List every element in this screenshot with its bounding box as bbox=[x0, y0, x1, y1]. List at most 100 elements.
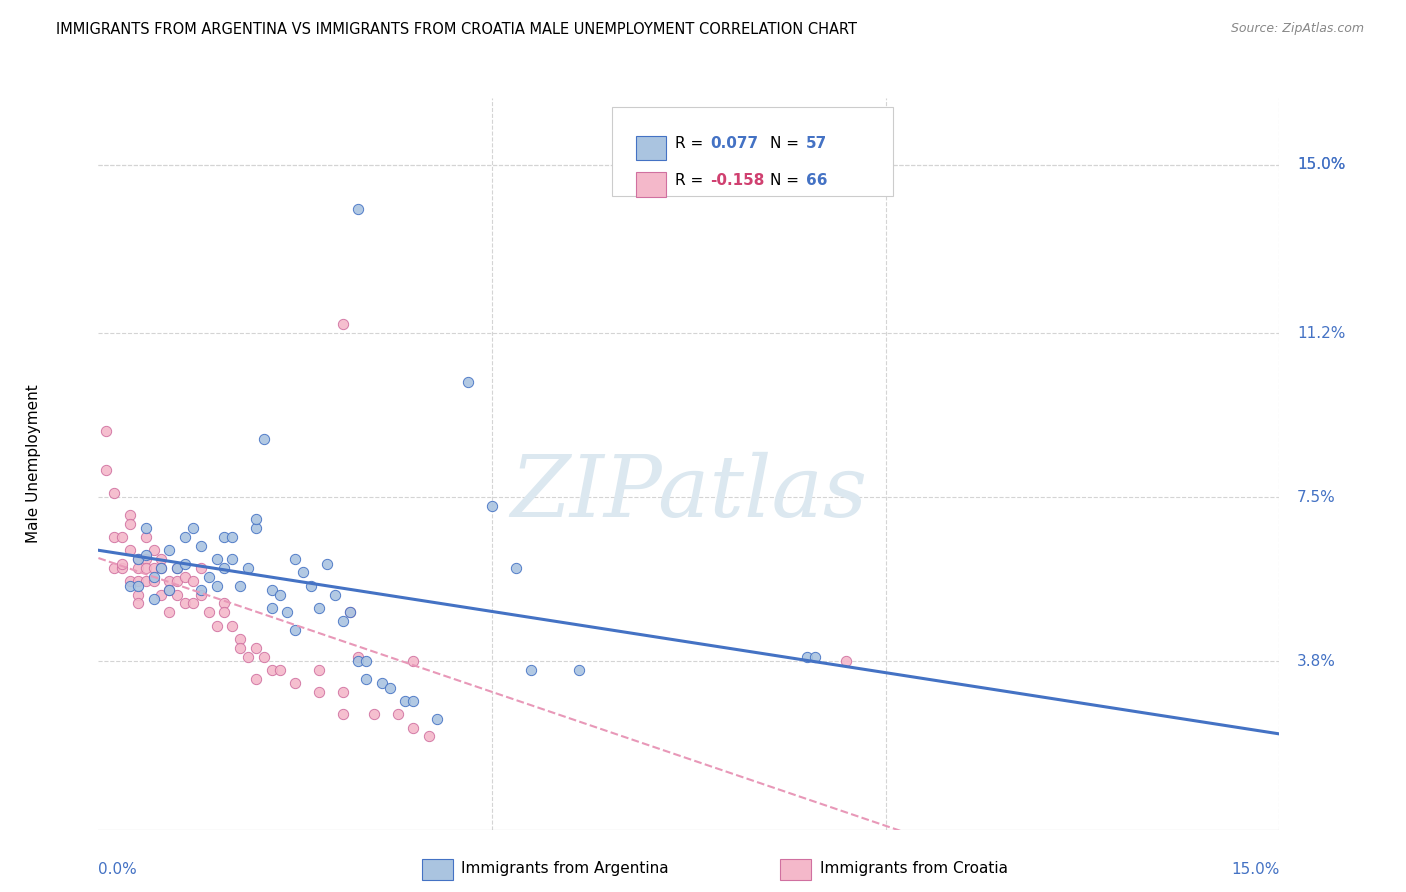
Text: Immigrants from Argentina: Immigrants from Argentina bbox=[461, 862, 669, 876]
Text: 66: 66 bbox=[806, 172, 827, 187]
Point bbox=[354, 654, 377, 668]
Point bbox=[197, 605, 219, 619]
Point bbox=[96, 463, 118, 477]
Text: R =: R = bbox=[675, 136, 709, 151]
Point bbox=[157, 605, 180, 619]
Text: Immigrants from Croatia: Immigrants from Croatia bbox=[820, 862, 1008, 876]
Point bbox=[127, 588, 149, 602]
Point bbox=[142, 570, 165, 584]
Point bbox=[205, 618, 228, 632]
Point bbox=[214, 597, 236, 611]
Point bbox=[190, 583, 212, 598]
Point bbox=[197, 570, 219, 584]
Point bbox=[150, 561, 173, 575]
Point bbox=[229, 579, 252, 593]
Point bbox=[308, 685, 330, 699]
Point bbox=[260, 583, 283, 598]
Point bbox=[402, 721, 425, 735]
Point bbox=[150, 561, 173, 575]
Point bbox=[269, 663, 291, 677]
Point bbox=[332, 614, 354, 628]
Text: ZIPatlas: ZIPatlas bbox=[510, 451, 868, 534]
Point bbox=[205, 579, 228, 593]
Point bbox=[221, 618, 243, 632]
Point bbox=[796, 649, 818, 664]
Point bbox=[118, 543, 141, 558]
Point bbox=[166, 588, 188, 602]
Point bbox=[363, 707, 385, 722]
Point bbox=[135, 521, 157, 535]
Point bbox=[276, 605, 298, 619]
Text: 57: 57 bbox=[806, 136, 827, 151]
Point bbox=[127, 579, 149, 593]
Text: 15.0%: 15.0% bbox=[1298, 157, 1346, 172]
Point bbox=[308, 663, 330, 677]
Point bbox=[190, 561, 212, 575]
Point bbox=[135, 552, 157, 566]
Point bbox=[127, 552, 149, 566]
Point bbox=[157, 543, 180, 558]
Text: 15.0%: 15.0% bbox=[1232, 863, 1279, 878]
Point bbox=[236, 649, 259, 664]
Text: R =: R = bbox=[675, 172, 709, 187]
Point bbox=[214, 605, 236, 619]
Text: IMMIGRANTS FROM ARGENTINA VS IMMIGRANTS FROM CROATIA MALE UNEMPLOYMENT CORRELATI: IMMIGRANTS FROM ARGENTINA VS IMMIGRANTS … bbox=[56, 22, 858, 37]
Point bbox=[221, 530, 243, 544]
Point bbox=[402, 654, 425, 668]
Point bbox=[142, 574, 165, 589]
Point bbox=[299, 579, 322, 593]
Point bbox=[371, 676, 394, 690]
Point bbox=[181, 597, 204, 611]
Point bbox=[387, 707, 409, 722]
Point bbox=[284, 552, 307, 566]
Point bbox=[181, 521, 204, 535]
Point bbox=[245, 672, 267, 686]
Point bbox=[118, 574, 141, 589]
Point bbox=[157, 583, 180, 598]
Point bbox=[347, 654, 370, 668]
Point bbox=[354, 672, 377, 686]
Text: Source: ZipAtlas.com: Source: ZipAtlas.com bbox=[1230, 22, 1364, 36]
Point bbox=[127, 561, 149, 575]
Point bbox=[520, 663, 543, 677]
Point bbox=[190, 539, 212, 553]
Point bbox=[96, 424, 118, 438]
Text: 0.077: 0.077 bbox=[710, 136, 758, 151]
Point bbox=[426, 712, 449, 726]
Point bbox=[284, 676, 307, 690]
Point bbox=[166, 561, 188, 575]
Point bbox=[245, 521, 267, 535]
Point bbox=[118, 579, 141, 593]
Point bbox=[253, 649, 276, 664]
Point bbox=[166, 561, 188, 575]
Point bbox=[269, 588, 291, 602]
Point bbox=[174, 530, 197, 544]
Point bbox=[347, 202, 370, 216]
Point bbox=[150, 552, 173, 566]
Text: 15.0%: 15.0% bbox=[1298, 157, 1346, 172]
Point bbox=[418, 730, 440, 744]
Point bbox=[214, 530, 236, 544]
Point bbox=[142, 543, 165, 558]
Point bbox=[111, 561, 134, 575]
Text: 3.8%: 3.8% bbox=[1298, 654, 1336, 669]
Text: N =: N = bbox=[770, 136, 804, 151]
Point bbox=[339, 605, 361, 619]
Point bbox=[339, 605, 361, 619]
Point bbox=[181, 574, 204, 589]
Point bbox=[332, 317, 354, 331]
Point bbox=[284, 623, 307, 637]
Point bbox=[347, 649, 370, 664]
Point bbox=[332, 707, 354, 722]
Point bbox=[315, 557, 337, 571]
Text: Male Unemployment: Male Unemployment bbox=[25, 384, 41, 543]
Point bbox=[394, 694, 416, 708]
Point bbox=[103, 485, 125, 500]
Point bbox=[221, 552, 243, 566]
Point bbox=[157, 583, 180, 598]
Point bbox=[127, 552, 149, 566]
Point bbox=[402, 694, 425, 708]
Point bbox=[118, 508, 141, 522]
Point bbox=[229, 640, 252, 655]
Point bbox=[135, 530, 157, 544]
